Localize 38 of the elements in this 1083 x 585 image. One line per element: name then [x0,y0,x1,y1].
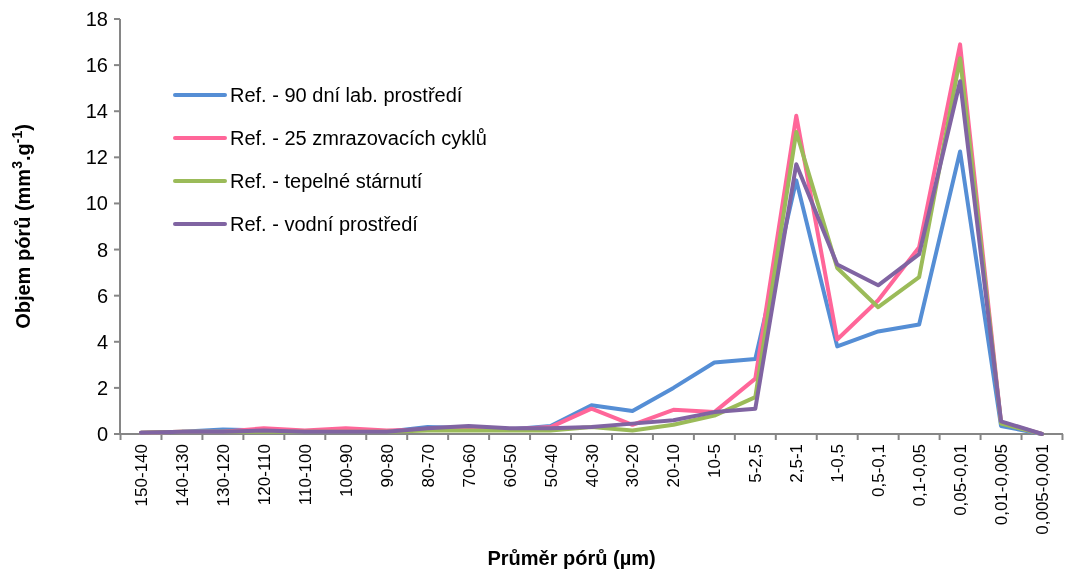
x-tick-label: 40-30 [582,444,602,488]
x-tick-label: 30-20 [623,444,643,488]
x-tick-label: 70-60 [459,444,479,488]
x-tick-label: 120-110 [254,444,274,506]
x-tick-label: 0,1-0,05 [910,444,930,507]
x-tick-label: 130-120 [213,444,233,507]
x-tick-label: 50-40 [541,444,561,488]
x-tick-label: 100-90 [336,444,356,497]
legend-label: Ref. - vodní prostředí [230,213,419,235]
y-tick-label: 0 [96,423,108,445]
y-tick-label: 8 [96,238,108,261]
x-tick-label: 80-70 [418,444,438,488]
x-tick-label: 20-10 [664,444,684,488]
y-tick-label: 6 [96,284,108,307]
y-tick-label: 16 [85,54,108,77]
x-tick-label: 5-2,5 [746,444,766,483]
x-tick-label: 2,5-1 [787,444,807,483]
legend-label: Ref. - 90 dní lab. prostředí [230,84,463,106]
x-axis-title: Průměr pórů (µm) [487,547,656,569]
x-tick-label: 150-140 [132,444,151,507]
x-tick-label: 0,005-0,001 [1033,444,1052,535]
y-tick-label: 2 [96,376,108,399]
x-tick-label: 90-80 [377,444,397,488]
x-tick-label: 60-50 [500,444,520,488]
x-tick-label: 0,01-0,005 [992,444,1012,526]
y-tick-label: 18 [85,8,108,30]
legend-label: Ref. - 25 zmrazovacích cyklů [230,127,487,149]
y-tick-label: 14 [85,100,108,123]
y-tick-label: 4 [96,330,108,353]
y-tick-label: 12 [85,146,108,169]
x-tick-label: 0,05-0,01 [951,444,971,516]
x-tick-label: 10-5 [705,444,725,479]
x-tick-label: 1-0,5 [828,444,848,483]
y-tick-label: 10 [85,192,108,215]
x-tick-label: 0,5-0,1 [869,444,889,497]
x-tick-label: 140-130 [172,444,192,507]
x-tick-label: 110-100 [295,444,315,506]
legend-label: Ref. - tepelné stárnutí [230,170,423,192]
